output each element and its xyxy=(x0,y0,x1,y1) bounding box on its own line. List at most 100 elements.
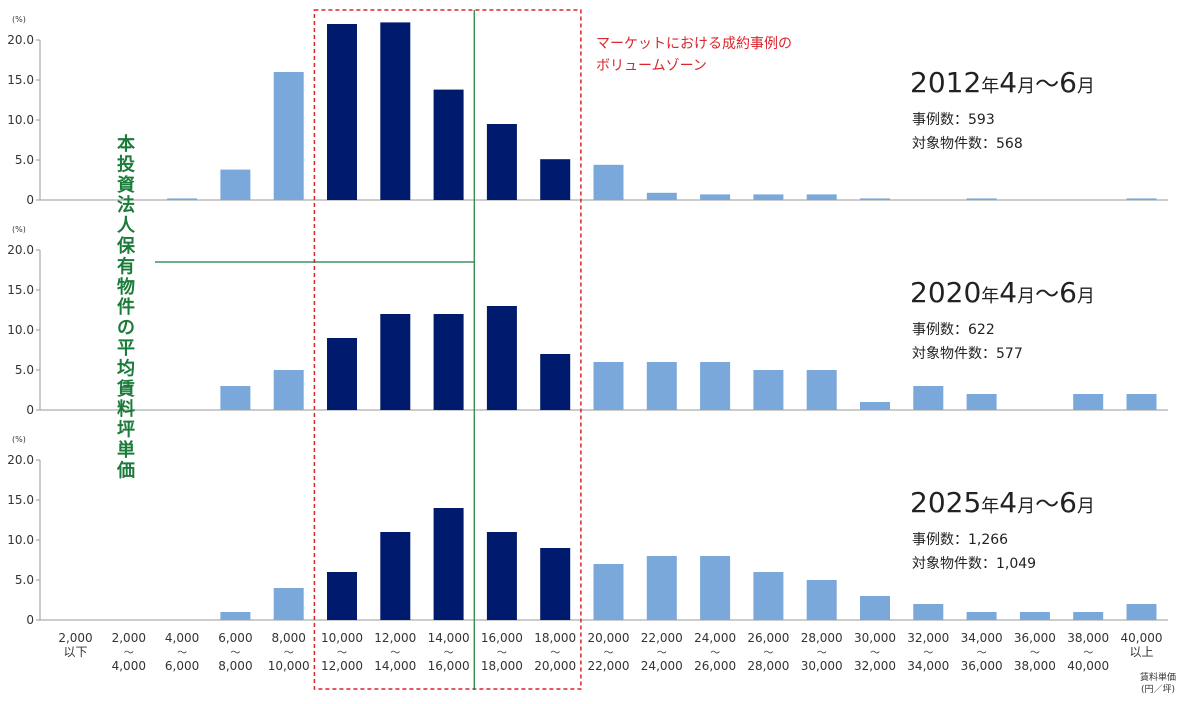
bar-2012-5 xyxy=(327,24,357,200)
x-tick-label: 〜 xyxy=(390,648,400,659)
panel-title-2020: 2020年4月〜6月 xyxy=(910,276,1095,309)
y-tick-label: 0 xyxy=(26,193,34,207)
y-tick-label: 10.0 xyxy=(7,113,34,127)
x-tick-label: 16,000 xyxy=(481,631,523,645)
y-tick-label: 15.0 xyxy=(7,493,34,507)
bar-2020-11 xyxy=(646,362,677,410)
y-unit-label: (%) xyxy=(12,15,26,24)
y-tick-label: 5.0 xyxy=(15,573,34,587)
bar-2025-19 xyxy=(1073,612,1104,620)
x-tick-label: 〜 xyxy=(1030,648,1040,659)
x-tick-label: 24,000 xyxy=(641,659,683,673)
properties-label: 対象物件数：577 xyxy=(912,346,1023,362)
x-tick-label: 20,000 xyxy=(588,631,630,645)
x-tick-label: 32,000 xyxy=(907,631,949,645)
bar-2025-20 xyxy=(1126,604,1157,620)
bar-2012-9 xyxy=(540,159,571,200)
cases-label: 事例数：593 xyxy=(912,112,995,128)
x-tick-label: 30,000 xyxy=(801,659,843,673)
bar-2020-17 xyxy=(966,394,997,410)
x-tick-label: 34,000 xyxy=(907,659,949,673)
cases-label: 事例数：1,266 xyxy=(912,532,1008,548)
bar-2025-17 xyxy=(966,612,997,620)
x-tick-label: 18,000 xyxy=(481,659,523,673)
x-tick-label: 〜 xyxy=(657,648,667,659)
y-tick-label: 15.0 xyxy=(7,73,34,87)
bar-2025-11 xyxy=(646,556,677,620)
y-tick-label: 15.0 xyxy=(7,283,34,297)
panel-title-2025: 2025年4月〜6月 xyxy=(910,486,1095,519)
bar-2025-10 xyxy=(593,564,624,620)
average-rent-label: 本投資法人保有物件の平均賃料坪単価 xyxy=(116,133,136,481)
y-unit-label: (%) xyxy=(12,225,26,234)
bar-2020-5 xyxy=(327,338,357,410)
bar-2012-2 xyxy=(167,198,198,200)
bar-2020-9 xyxy=(540,354,571,410)
bar-2012-20 xyxy=(1126,198,1157,200)
x-tick-label: 28,000 xyxy=(747,659,789,673)
y-tick-label: 0 xyxy=(26,403,34,417)
x-tick-label: 40,000 xyxy=(1067,659,1109,673)
x-tick-label: 14,000 xyxy=(374,659,416,673)
bar-2025-9 xyxy=(540,548,571,620)
x-tick-label: 24,000 xyxy=(694,631,736,645)
bar-2025-5 xyxy=(327,572,357,620)
x-tick-label: 36,000 xyxy=(1014,631,1056,645)
x-tick-label: 10,000 xyxy=(268,659,310,673)
x-tick-label: 〜 xyxy=(817,648,827,659)
bar-2025-15 xyxy=(860,596,890,620)
x-tick-label: 34,000 xyxy=(961,631,1003,645)
y-tick-label: 5.0 xyxy=(15,153,34,167)
bar-2025-4 xyxy=(273,588,304,620)
x-tick-label: 4,000 xyxy=(112,659,146,673)
x-tick-label: 〜 xyxy=(763,648,773,659)
panel-title-2012: 2012年4月〜6月 xyxy=(910,66,1095,99)
x-axis-label: (円／坪) xyxy=(1141,684,1175,695)
bar-2020-12 xyxy=(700,362,731,410)
volume-zone-label: ボリュームゾーン xyxy=(596,58,707,74)
x-tick-label: 16,000 xyxy=(428,659,470,673)
x-tick-label: 32,000 xyxy=(854,659,896,673)
x-tick-label: 30,000 xyxy=(854,631,896,645)
x-tick-label: 38,000 xyxy=(1067,631,1109,645)
x-tick-label: 以下 xyxy=(63,645,87,659)
bar-2025-14 xyxy=(806,580,837,620)
bar-2020-6 xyxy=(380,314,411,410)
x-tick-label: 〜 xyxy=(550,648,560,659)
properties-label: 対象物件数：1,049 xyxy=(912,556,1036,572)
x-tick-label: 28,000 xyxy=(801,631,843,645)
volume-zone-box xyxy=(313,9,582,690)
x-tick-label: 22,000 xyxy=(641,631,683,645)
bar-2012-8 xyxy=(486,124,517,200)
x-tick-label: 2,000 xyxy=(112,631,146,645)
bar-2012-7 xyxy=(433,89,464,200)
x-tick-label: 36,000 xyxy=(961,659,1003,673)
y-tick-label: 20.0 xyxy=(7,243,34,257)
properties-label: 対象物件数：568 xyxy=(912,136,1023,152)
x-tick-label: 〜 xyxy=(604,648,614,659)
x-tick-label: 〜 xyxy=(923,648,933,659)
x-tick-label: 〜 xyxy=(337,648,347,659)
y-tick-label: 10.0 xyxy=(7,323,34,337)
bar-2025-18 xyxy=(1019,612,1050,620)
bar-2020-3 xyxy=(220,386,251,410)
bar-2025-12 xyxy=(700,556,731,620)
x-tick-label: 〜 xyxy=(870,648,880,659)
bar-2025-13 xyxy=(753,572,784,620)
bar-2012-14 xyxy=(806,194,837,200)
x-tick-label: 〜 xyxy=(497,648,507,659)
bar-2020-20 xyxy=(1126,394,1157,410)
bar-2012-17 xyxy=(966,198,997,200)
bar-2020-15 xyxy=(860,402,890,410)
x-tick-label: 8,000 xyxy=(272,631,306,645)
x-tick-label: 〜 xyxy=(1083,648,1093,659)
x-tick-label: 12,000 xyxy=(321,659,363,673)
y-tick-label: 20.0 xyxy=(7,453,34,467)
y-tick-label: 0 xyxy=(26,613,34,627)
x-tick-label: 38,000 xyxy=(1014,659,1056,673)
cases-label: 事例数：622 xyxy=(912,322,995,338)
bar-2020-13 xyxy=(753,370,784,410)
bar-2012-6 xyxy=(380,22,411,201)
